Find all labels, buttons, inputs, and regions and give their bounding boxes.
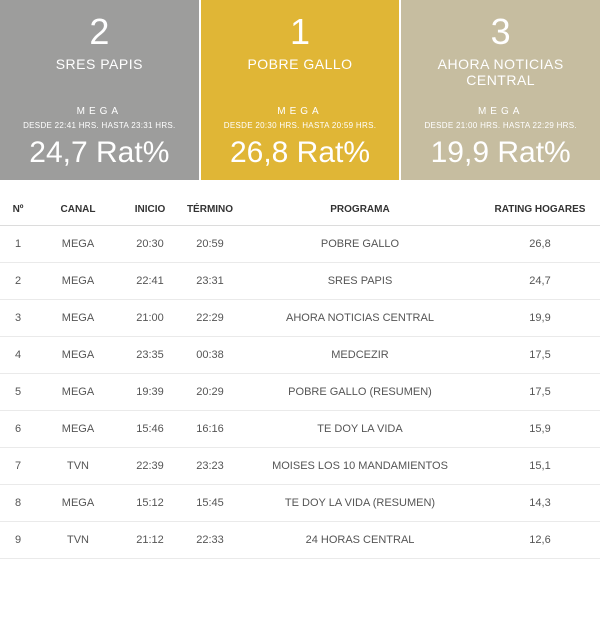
table-cell: 6: [0, 411, 36, 448]
table-cell: TVN: [36, 448, 120, 485]
table-cell: 23:31: [180, 263, 240, 300]
table-cell: TE DOY LA VIDA (RESUMEN): [240, 485, 480, 522]
table-cell: 22:33: [180, 522, 240, 559]
table-cell: MEGA: [36, 300, 120, 337]
col-canal: CANAL: [36, 194, 120, 226]
table-cell: MEDCEZIR: [240, 337, 480, 374]
table-cell: MEGA: [36, 411, 120, 448]
card-rank: 1: [290, 14, 310, 50]
table-cell: POBRE GALLO: [240, 226, 480, 263]
table-cell: 15,1: [480, 448, 600, 485]
table-cell: 17,5: [480, 337, 600, 374]
table-cell: 15:45: [180, 485, 240, 522]
col-num: Nº: [0, 194, 36, 226]
card-rank-1: 1 POBRE GALLO MEGA DESDE 20:30 HRS. HAST…: [201, 0, 400, 180]
card-rating: 26,8 Rat%: [230, 136, 370, 170]
card-time: DESDE 22:41 HRS. HASTA 23:31 HRS.: [23, 121, 175, 130]
table-cell: 23:23: [180, 448, 240, 485]
col-inicio: INICIO: [120, 194, 180, 226]
table-cell: 19,9: [480, 300, 600, 337]
table-cell: MEGA: [36, 263, 120, 300]
card-rank-3: 3 AHORA NOTICIAS CENTRAL MEGA DESDE 21:0…: [401, 0, 600, 180]
table-cell: 22:41: [120, 263, 180, 300]
table-cell: 2: [0, 263, 36, 300]
table-body: 1MEGA20:3020:59POBRE GALLO26,82MEGA22:41…: [0, 226, 600, 559]
card-title: POBRE GALLO: [247, 56, 352, 92]
table-cell: 20:30: [120, 226, 180, 263]
table-cell: 3: [0, 300, 36, 337]
card-rank: 2: [89, 14, 109, 50]
table-row: 9TVN21:1222:3324 HORAS CENTRAL12,6: [0, 522, 600, 559]
table-cell: AHORA NOTICIAS CENTRAL: [240, 300, 480, 337]
card-title: AHORA NOTICIAS CENTRAL: [407, 56, 594, 92]
table-row: 1MEGA20:3020:59POBRE GALLO26,8: [0, 226, 600, 263]
card-rating: 24,7 Rat%: [29, 136, 169, 170]
table-cell: 12,6: [480, 522, 600, 559]
table-row: 8MEGA15:1215:45TE DOY LA VIDA (RESUMEN)1…: [0, 485, 600, 522]
table-cell: 15:12: [120, 485, 180, 522]
table-cell: 15:46: [120, 411, 180, 448]
table-cell: 4: [0, 337, 36, 374]
table-row: 3MEGA21:0022:29AHORA NOTICIAS CENTRAL19,…: [0, 300, 600, 337]
col-rating: RATING HOGARES: [480, 194, 600, 226]
table-cell: 22:29: [180, 300, 240, 337]
card-channel: MEGA: [478, 106, 523, 117]
table-cell: 24 HORAS CENTRAL: [240, 522, 480, 559]
col-termino: TÉRMINO: [180, 194, 240, 226]
table-row: 5MEGA19:3920:29POBRE GALLO (RESUMEN)17,5: [0, 374, 600, 411]
table-cell: 16:16: [180, 411, 240, 448]
card-title: SRES PAPIS: [56, 56, 143, 92]
table-row: 2MEGA22:4123:31SRES PAPIS24,7: [0, 263, 600, 300]
table-cell: POBRE GALLO (RESUMEN): [240, 374, 480, 411]
card-time: DESDE 20:30 HRS. HASTA 20:59 HRS.: [224, 121, 376, 130]
table-cell: 5: [0, 374, 36, 411]
table-cell: MEGA: [36, 226, 120, 263]
table-cell: 20:59: [180, 226, 240, 263]
table-cell: 1: [0, 226, 36, 263]
table-cell: 22:39: [120, 448, 180, 485]
table-cell: 21:12: [120, 522, 180, 559]
card-rank: 3: [491, 14, 511, 50]
table-cell: 19:39: [120, 374, 180, 411]
card-time: DESDE 21:00 HRS. HASTA 22:29 HRS.: [424, 121, 576, 130]
card-rank-2: 2 SRES PAPIS MEGA DESDE 22:41 HRS. HASTA…: [0, 0, 199, 180]
ratings-table: Nº CANAL INICIO TÉRMINO PROGRAMA RATING …: [0, 194, 600, 559]
table-cell: 14,3: [480, 485, 600, 522]
table-cell: TE DOY LA VIDA: [240, 411, 480, 448]
table-cell: 24,7: [480, 263, 600, 300]
table-cell: 17,5: [480, 374, 600, 411]
table-cell: 20:29: [180, 374, 240, 411]
table-cell: MEGA: [36, 374, 120, 411]
table-cell: 7: [0, 448, 36, 485]
table-cell: SRES PAPIS: [240, 263, 480, 300]
table-cell: 9: [0, 522, 36, 559]
table-cell: 23:35: [120, 337, 180, 374]
table-cell: MOISES LOS 10 MANDAMIENTOS: [240, 448, 480, 485]
table-cell: MEGA: [36, 485, 120, 522]
top-cards: 2 SRES PAPIS MEGA DESDE 22:41 HRS. HASTA…: [0, 0, 600, 180]
table-cell: MEGA: [36, 337, 120, 374]
table-cell: 21:00: [120, 300, 180, 337]
table-row: 4MEGA23:3500:38MEDCEZIR17,5: [0, 337, 600, 374]
table-cell: TVN: [36, 522, 120, 559]
col-programa: PROGRAMA: [240, 194, 480, 226]
table-header-row: Nº CANAL INICIO TÉRMINO PROGRAMA RATING …: [0, 194, 600, 226]
table-row: 7TVN22:3923:23MOISES LOS 10 MANDAMIENTOS…: [0, 448, 600, 485]
card-rating: 19,9 Rat%: [431, 136, 571, 170]
table-row: 6MEGA15:4616:16TE DOY LA VIDA15,9: [0, 411, 600, 448]
table-cell: 8: [0, 485, 36, 522]
table-cell: 26,8: [480, 226, 600, 263]
card-channel: MEGA: [277, 106, 322, 117]
card-channel: MEGA: [77, 106, 122, 117]
table-cell: 15,9: [480, 411, 600, 448]
table-cell: 00:38: [180, 337, 240, 374]
